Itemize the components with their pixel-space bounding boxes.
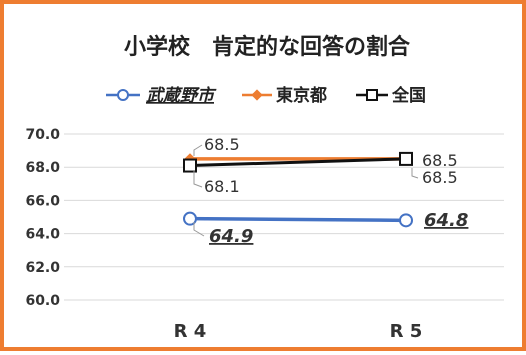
legend-marker-national bbox=[366, 89, 378, 101]
y-tick-label: 68.0 bbox=[25, 160, 60, 176]
gridlines bbox=[64, 133, 504, 301]
chart-title: 小学校 肯定的な回答の割合 bbox=[124, 34, 411, 60]
legend-marker-musashino bbox=[117, 89, 129, 101]
x-axis-ticks: R 4 R 5 bbox=[174, 321, 423, 342]
data-label: 68.5 bbox=[204, 135, 240, 154]
legend-label-musashino: 武蔵野市 bbox=[146, 86, 217, 106]
data-label: 64.9 bbox=[209, 226, 253, 247]
legend-label-national: 全国 bbox=[391, 85, 426, 106]
series-markers bbox=[183, 151, 413, 228]
y-tick-label: 70.0 bbox=[25, 127, 60, 143]
marker-square bbox=[399, 151, 413, 166]
line-chart: 小学校 肯定的な回答の割合 武蔵野市 東京都 全国 70.0 68.0 66.0 64… bbox=[25, 34, 504, 342]
legend-marker-tokyo bbox=[251, 89, 263, 101]
x-tick-label: R 5 bbox=[390, 321, 423, 342]
label-leader bbox=[193, 222, 205, 237]
label-leader bbox=[193, 144, 203, 156]
y-tick-label: 66.0 bbox=[25, 193, 60, 209]
legend: 武蔵野市 東京都 全国 bbox=[106, 85, 426, 106]
data-label: 68.5 bbox=[422, 168, 458, 187]
x-tick-label: R 4 bbox=[174, 321, 207, 342]
data-label: 64.8 bbox=[424, 210, 468, 231]
series-line-0 bbox=[189, 216, 407, 223]
marker-square bbox=[183, 158, 197, 173]
legend-label-tokyo: 東京都 bbox=[276, 85, 327, 106]
y-tick-label: 60.0 bbox=[25, 293, 60, 309]
series-line-2 bbox=[189, 157, 407, 168]
series-lines bbox=[189, 157, 407, 223]
marker-circle bbox=[183, 211, 197, 226]
y-axis-ticks: 70.0 68.0 66.0 64.0 62.0 60.0 bbox=[25, 127, 60, 309]
label-leader bbox=[193, 170, 203, 188]
data-label: 68.5 bbox=[422, 151, 458, 170]
data-label: 68.1 bbox=[204, 177, 240, 196]
y-tick-label: 62.0 bbox=[25, 260, 60, 276]
marker-circle bbox=[399, 213, 413, 228]
y-tick-label: 64.0 bbox=[25, 227, 60, 243]
label-leader bbox=[411, 168, 419, 179]
data-labels: 68.568.168.568.564.964.8 bbox=[193, 135, 468, 247]
